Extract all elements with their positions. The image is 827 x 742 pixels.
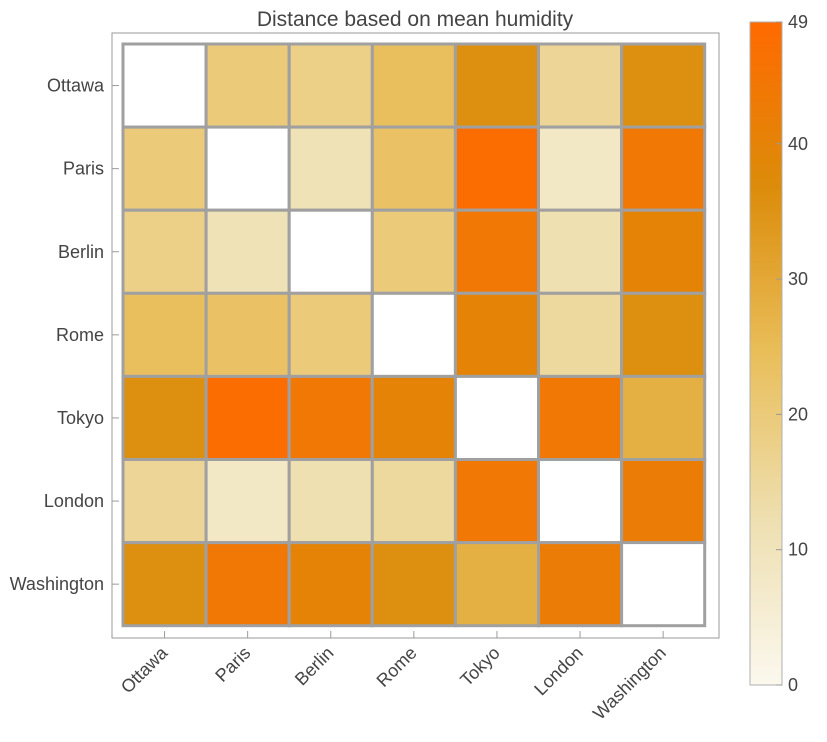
heatmap-cell-london-berlin [287, 458, 374, 545]
heatmap-cell-rome-london [537, 291, 624, 378]
colorbar-tick-label: 30 [788, 269, 808, 289]
row-label: Rome [56, 325, 104, 345]
heatmap-cell-berlin-tokyo [453, 208, 540, 295]
heatmap-cell-paris-london [537, 125, 624, 212]
column-label: Paris [211, 643, 254, 686]
heatmap-cell-washington-ottawa [121, 541, 208, 628]
heatmap-cell-rome-tokyo [453, 291, 540, 378]
heatmap-cell-ottawa-london [537, 42, 624, 129]
heatmap-cell-ottawa-washington [620, 42, 707, 129]
colorbar-tick-label: 0 [788, 675, 798, 695]
colorbar-tick-label: 20 [788, 404, 808, 424]
heatmap-cell-berlin-ottawa [121, 208, 208, 295]
heatmap-cell-rome-ottawa [121, 291, 208, 378]
heatmap-cell-rome-washington [620, 291, 707, 378]
heatmap-cell-rome-paris [204, 291, 291, 378]
row-label: London [44, 491, 104, 511]
heatmap-cell-rome-berlin [287, 291, 374, 378]
colorbar-gradient [749, 21, 783, 686]
heatmap-cell-london-ottawa [121, 458, 208, 545]
colorbar-tick-label: 49 [788, 12, 808, 32]
heatmap-cell-london-paris [204, 458, 291, 545]
row-label: Tokyo [57, 408, 104, 428]
heatmap-cell-ottawa-rome [370, 42, 457, 129]
heatmap-cell-ottawa-paris [204, 42, 291, 129]
plot-frame [111, 32, 720, 639]
heatmap-cell-berlin-washington [620, 208, 707, 295]
colorbar-tick-label: 40 [788, 134, 808, 154]
colorbar: 0 10 20 30 40 49 [749, 12, 808, 695]
row-label: Washington [10, 574, 104, 594]
heatmap-cell-paris-berlin [287, 125, 374, 212]
heatmap-cell-tokyo-tokyo [453, 374, 540, 461]
heatmap-cell-london-tokyo [453, 458, 540, 545]
heatmap-cell-tokyo-berlin [287, 374, 374, 461]
heatmap-cell-paris-ottawa [121, 125, 208, 212]
heatmap-cell-washington-london [537, 541, 624, 628]
row-label: Paris [63, 159, 104, 179]
heatmap-cell-berlin-berlin [287, 208, 374, 295]
heatmap-cells [121, 42, 707, 628]
heatmap-cell-washington-berlin [287, 541, 374, 628]
column-label: Rome [373, 643, 421, 691]
heatmap-cell-paris-paris [204, 125, 291, 212]
heatmap-cell-washington-tokyo [453, 541, 540, 628]
heatmap-cell-paris-rome [370, 125, 457, 212]
heatmap-cell-washington-washington [620, 541, 707, 628]
heatmap-cell-ottawa-tokyo [453, 42, 540, 129]
heatmap-cell-tokyo-rome [370, 374, 457, 461]
heatmap-cell-london-london [537, 458, 624, 545]
heatmap-cell-washington-paris [204, 541, 291, 628]
heatmap-cell-berlin-london [537, 208, 624, 295]
heatmap-cell-london-washington [620, 458, 707, 545]
column-label: Berlin [291, 643, 338, 690]
heatmap-cell-tokyo-paris [204, 374, 291, 461]
row-label: Ottawa [47, 76, 105, 96]
heatmap-cell-berlin-paris [204, 208, 291, 295]
heatmap-cell-paris-washington [620, 125, 707, 212]
column-label: London [530, 643, 587, 700]
heatmap-cell-london-rome [370, 458, 457, 545]
heatmap-cell-rome-rome [370, 291, 457, 378]
chart-title: Distance based on mean humidity [257, 8, 574, 31]
row-labels: Ottawa Paris Berlin Rome Tokyo London Washingt… [10, 76, 119, 594]
heatmap-cell-tokyo-london [537, 374, 624, 461]
column-label: Tokyo [456, 643, 503, 690]
heatmap-cell-tokyo-washington [620, 374, 707, 461]
heatmap-cell-paris-tokyo [453, 125, 540, 212]
heatmap-cell-tokyo-ottawa [121, 374, 208, 461]
column-labels: Ottawa Paris Berlin Rome Tokyo London Washingt… [117, 631, 670, 724]
column-label: Ottawa [117, 642, 172, 697]
colorbar-tick-label: 10 [788, 540, 808, 560]
heatmap-cell-berlin-rome [370, 208, 457, 295]
column-label: Washington [589, 643, 670, 724]
heatmap-cell-ottawa-ottawa [121, 42, 208, 129]
row-label: Berlin [58, 242, 104, 262]
heatmap-cell-ottawa-berlin [287, 42, 374, 129]
heatmap-cell-washington-rome [370, 541, 457, 628]
